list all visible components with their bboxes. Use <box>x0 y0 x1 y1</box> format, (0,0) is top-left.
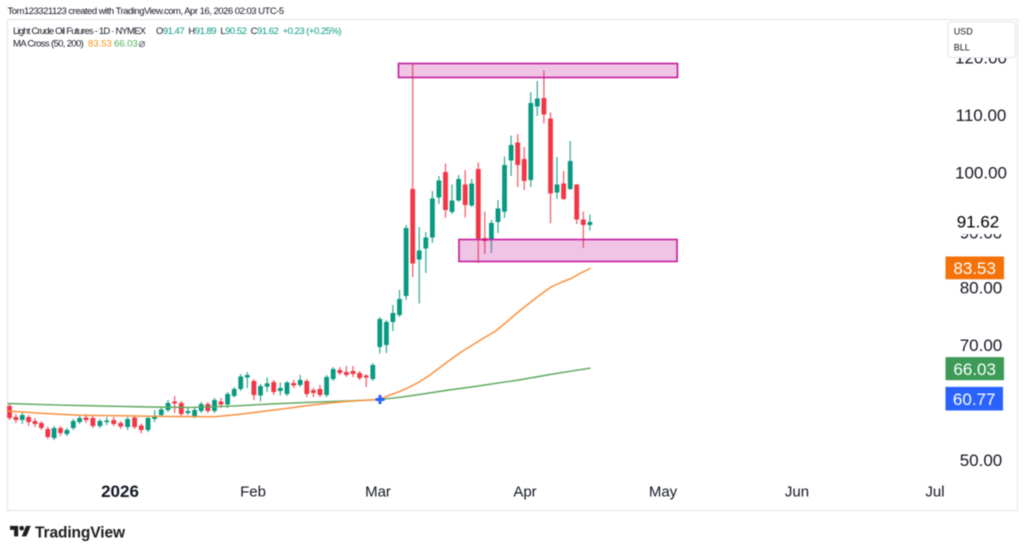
svg-text:110.00: 110.00 <box>956 106 1007 125</box>
svg-text:80.00: 80.00 <box>960 279 1003 298</box>
svg-text:Tom123321123 created with Trad: Tom123321123 created with TradingView.co… <box>8 6 284 17</box>
svg-text:TradingView: TradingView <box>35 525 126 542</box>
svg-text:70.00: 70.00 <box>960 336 1003 355</box>
svg-text:83.53: 83.53 <box>953 259 996 278</box>
svg-text:Mar: Mar <box>365 484 391 501</box>
svg-text:Light Crude Oil Futures - 1D ·: Light Crude Oil Futures - 1D · NYMEX <box>13 26 147 37</box>
svg-text:May: May <box>649 484 678 501</box>
svg-text:91.62: 91.62 <box>957 213 1000 232</box>
svg-text:60.77: 60.77 <box>953 390 996 409</box>
svg-text:USD: USD <box>954 26 974 36</box>
svg-text:MA Cross (50, 200): MA Cross (50, 200) <box>13 38 84 49</box>
svg-text:2026: 2026 <box>101 482 139 501</box>
svg-text:⌀: ⌀ <box>139 38 146 50</box>
svg-text:BLL: BLL <box>954 42 970 52</box>
svg-text:Jun: Jun <box>785 484 809 501</box>
svg-text:83.53: 83.53 <box>88 38 112 49</box>
svg-text:100.00: 100.00 <box>955 164 1007 183</box>
svg-text:Jul: Jul <box>925 484 944 501</box>
svg-text:66.03: 66.03 <box>114 38 138 49</box>
svg-text:50.00: 50.00 <box>960 451 1003 470</box>
svg-text:O91.47 H91.89 L90.52 C91.62 +0: O91.47 H91.89 L90.52 C91.62 +0.23 (+0.25… <box>156 26 341 37</box>
svg-text:66.03: 66.03 <box>953 360 996 379</box>
svg-text:Apr: Apr <box>513 484 536 501</box>
svg-text:Feb: Feb <box>240 484 266 501</box>
